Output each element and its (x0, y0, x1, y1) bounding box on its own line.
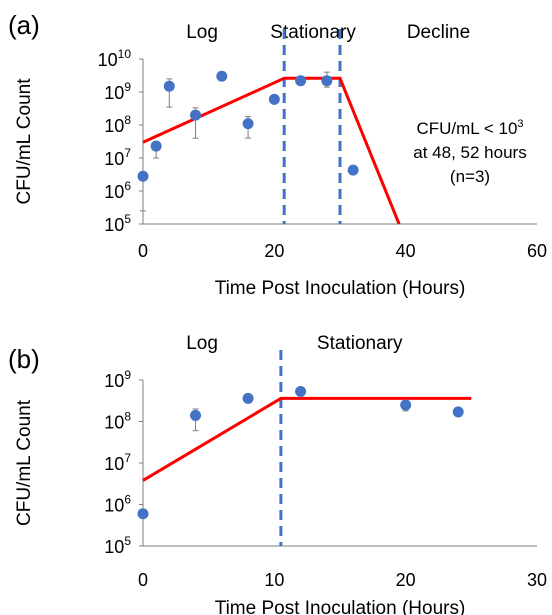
growth-model-line (142, 76, 401, 225)
y-tick-exponent: 7 (124, 451, 131, 465)
x-tick-label: 30 (527, 570, 547, 590)
annotation-text: 3 (517, 118, 523, 130)
annotation-text: at 48, 52 hours (413, 143, 526, 162)
y-tick-base: 10 (104, 537, 124, 557)
x-tick-label: 0 (138, 570, 148, 590)
y-tick-exponent: 7 (124, 146, 131, 160)
y-tick-exponent: 6 (124, 493, 131, 507)
y-tick-label: 106 (104, 179, 131, 202)
x-tick-label: 20 (264, 241, 284, 261)
y-tick-exponent: 9 (124, 368, 131, 382)
y-tick-base: 10 (104, 149, 124, 169)
y-tick-label: 108 (104, 113, 131, 136)
y-tick-exponent: 5 (124, 212, 131, 226)
phase-label: Decline (407, 22, 470, 43)
y-tick-exponent: 6 (124, 179, 131, 193)
data-point (295, 385, 307, 397)
phase-label: Log (186, 333, 218, 354)
y-tick-base: 10 (104, 371, 124, 391)
annotation-text: (n=3) (450, 167, 490, 186)
y-tick-base: 10 (104, 496, 124, 516)
x-tick-label: 60 (527, 241, 547, 261)
y-tick-label: 107 (104, 146, 131, 169)
y-tick-base: 10 (104, 413, 124, 433)
data-point (216, 70, 228, 82)
y-tick-label: 109 (104, 80, 131, 103)
annotation-text: CFU/mL < 10 (416, 119, 517, 138)
y-axis-title: CFU/mL Count (14, 399, 35, 526)
y-tick-exponent: 8 (124, 410, 131, 424)
annotation-line: CFU/mL < 103 (416, 118, 523, 138)
y-tick-base: 10 (104, 116, 124, 136)
data-point (452, 406, 464, 418)
panel-label: (a) (8, 10, 40, 40)
y-tick-label: 106 (104, 493, 131, 516)
x-tick-label: 40 (396, 241, 416, 261)
y-tick-label: 1010 (98, 47, 132, 70)
y-tick-base: 10 (104, 182, 124, 202)
phase-label: Log (186, 22, 218, 43)
y-axis-title: CFU/mL Count (14, 78, 35, 205)
data-point (137, 508, 149, 520)
y-tick-base: 10 (104, 83, 124, 103)
data-point (295, 75, 307, 87)
panel-label: (b) (8, 344, 40, 374)
x-tick-label: 10 (264, 570, 284, 590)
data-point (137, 170, 149, 182)
y-tick-base: 10 (104, 215, 124, 235)
phase-label: Stationary (270, 22, 356, 43)
y-tick-label: 107 (104, 451, 131, 474)
y-tick-exponent: 9 (124, 80, 131, 94)
data-point (242, 118, 254, 130)
data-point (150, 140, 162, 152)
growth-model-line (142, 396, 472, 482)
x-tick-label: 20 (396, 570, 416, 590)
data-point (321, 75, 333, 87)
y-tick-label: 105 (104, 212, 131, 235)
x-axis-title: Time Post Inoculation (Hours) (215, 598, 466, 615)
x-tick-label: 0 (138, 241, 148, 261)
phase-label: Stationary (317, 333, 403, 354)
data-point (242, 392, 254, 404)
data-point (268, 93, 280, 105)
y-tick-base: 10 (98, 50, 118, 70)
y-tick-label: 108 (104, 410, 131, 433)
data-point (190, 109, 202, 121)
annotation-line: (n=3) (450, 167, 490, 186)
data-point (347, 164, 359, 176)
y-tick-label: 105 (104, 534, 131, 557)
y-tick-base: 10 (104, 454, 124, 474)
x-axis-title: Time Post Inoculation (Hours) (215, 278, 466, 299)
annotation-line: at 48, 52 hours (413, 143, 526, 162)
y-tick-exponent: 8 (124, 113, 131, 127)
data-point (163, 80, 175, 92)
y-tick-label: 109 (104, 368, 131, 391)
y-tick-exponent: 5 (124, 534, 131, 548)
data-point (400, 399, 412, 411)
y-tick-exponent: 10 (118, 47, 132, 61)
data-point (190, 409, 202, 421)
